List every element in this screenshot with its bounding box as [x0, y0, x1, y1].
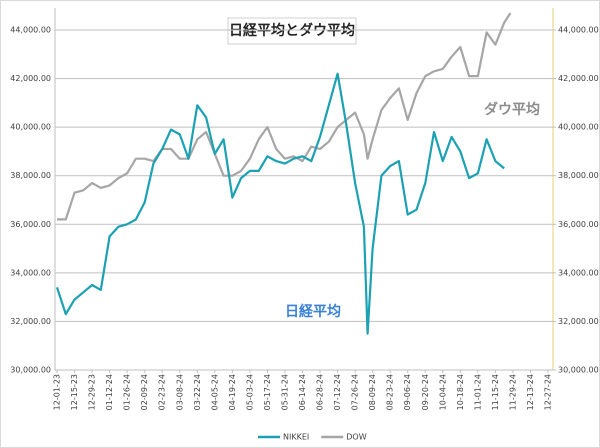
x-tick-label: 07-26-24 — [351, 374, 360, 410]
y2-tick-label: 36,000.00 — [558, 220, 599, 229]
x-tick-label: 12-15-23 — [70, 374, 79, 410]
y-tick-label: 36,000.00 — [10, 220, 51, 229]
x-tick-label: 11-15-24 — [491, 374, 500, 410]
x-tick-label: 11-01-24 — [473, 374, 482, 410]
series-line — [55, 72, 505, 335]
y2-tick-label: 30,000.00 — [558, 366, 599, 375]
x-tick-label: 05-03-24 — [245, 374, 254, 410]
x-tick-label: 05-31-24 — [280, 374, 289, 410]
x-tick-label: 08-09-24 — [368, 374, 377, 410]
legend-label: NIKKEI — [283, 433, 309, 442]
annotation: 日経平均 — [285, 303, 341, 320]
x-tick-label: 12-13-24 — [526, 374, 535, 410]
x-tick-label: 02-09-24 — [140, 374, 149, 410]
y-tick-label: 44,000.00 — [10, 26, 51, 35]
x-tick-label: 07-12-24 — [333, 374, 342, 410]
x-tick-label: 04-19-24 — [228, 374, 237, 410]
x-tick-label: 12-27-24 — [544, 374, 553, 410]
y2-tick-label: 34,000.00 — [558, 268, 599, 277]
y-tick-label: 30,000.00 — [10, 366, 51, 375]
x-tick-label: 05-17-24 — [263, 374, 272, 410]
y2-tick-label: 40,000.00 — [558, 123, 599, 132]
y2-tick-label: 42,000.00 — [558, 74, 599, 83]
y2-tick-label: 44,000.00 — [558, 26, 599, 35]
y-tick-label: 32,000.00 — [10, 317, 51, 326]
x-tick-label: 10-18-24 — [456, 374, 465, 410]
x-tick-label: 09-06-24 — [403, 374, 412, 410]
legend-label: DOW — [346, 433, 366, 442]
y-tick-label: 34,000.00 — [10, 268, 51, 277]
x-tick-label: 12-29-23 — [88, 374, 97, 410]
x-tick-label: 11-29-24 — [508, 374, 517, 410]
y2-tick-label: 38,000.00 — [558, 171, 599, 180]
x-tick-label: 01-26-24 — [123, 374, 132, 410]
x-tick-label: 06-14-24 — [298, 374, 307, 410]
x-tick-label: 12-01-23 — [53, 374, 62, 410]
x-tick-label: 04-05-24 — [210, 374, 219, 410]
y-tick-label: 38,000.00 — [10, 171, 51, 180]
y-tick-label: 40,000.00 — [10, 123, 51, 132]
x-tick-label: 01-12-24 — [105, 374, 114, 410]
x-tick-label: 06-28-24 — [316, 374, 325, 410]
series-line — [57, 12, 512, 221]
x-tick-label: 03-22-24 — [193, 374, 202, 410]
x-tick-label: 09-20-24 — [421, 374, 430, 410]
title-box — [227, 17, 357, 45]
y2-tick-label: 32,000.00 — [558, 317, 599, 326]
x-tick-label: 02-23-24 — [158, 374, 167, 410]
x-tick-label: 08-23-24 — [386, 374, 395, 410]
x-tick-label: 03-08-24 — [175, 374, 184, 410]
x-tick-label: 10-04-24 — [438, 374, 447, 410]
annotation: ダウ平均 — [484, 101, 540, 118]
y-tick-label: 42,000.00 — [10, 74, 51, 83]
